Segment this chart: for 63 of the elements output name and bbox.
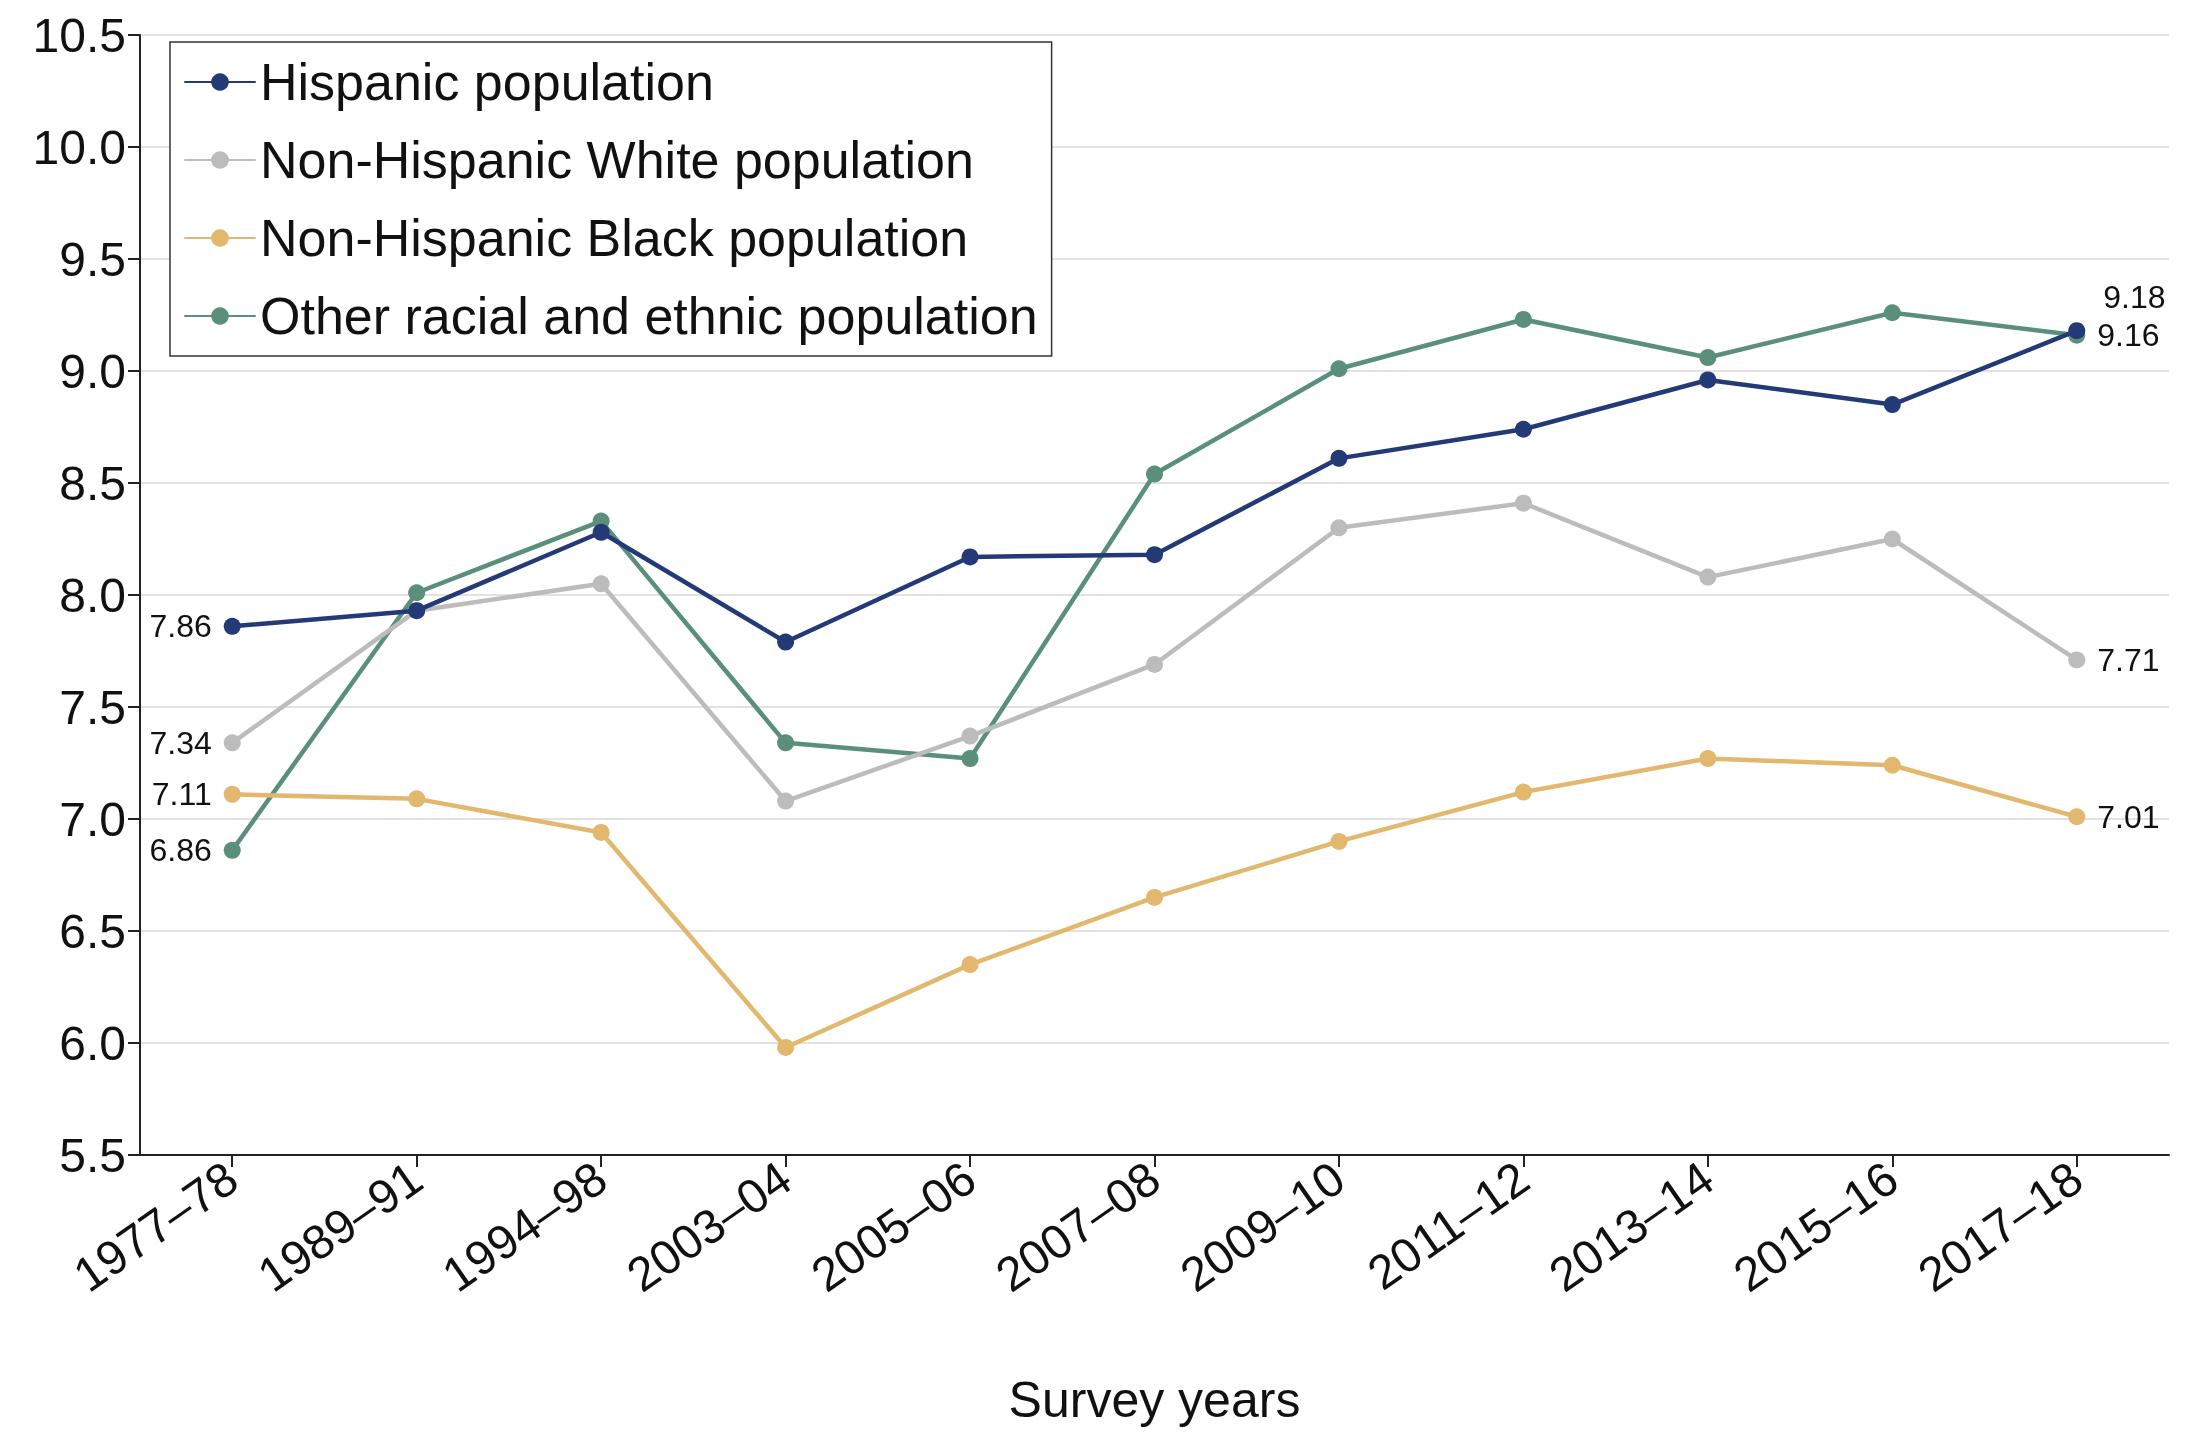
point (592, 823, 610, 841)
point (961, 548, 979, 566)
data-label: 9.16 (2097, 317, 2160, 354)
point (777, 792, 795, 810)
point (1146, 465, 1163, 483)
data-label: 9.18 (2103, 278, 2166, 315)
y-tick-label: 10.5 (32, 8, 126, 62)
point (1699, 750, 1717, 768)
point (1699, 371, 1717, 389)
point (1330, 449, 1348, 467)
y-tick-label: 7.5 (59, 680, 126, 734)
point (1699, 349, 1717, 367)
x-axis-title: Survey years (1008, 1372, 1301, 1428)
point (1514, 494, 1532, 512)
point (1883, 530, 1901, 548)
point (408, 790, 426, 808)
point (1883, 304, 1901, 322)
data-label: 7.11 (151, 776, 212, 813)
point (961, 727, 979, 745)
point (1699, 568, 1717, 586)
point (1883, 396, 1901, 414)
point (961, 750, 979, 768)
point (1514, 420, 1532, 438)
legend-label: Non-Hispanic Black population (260, 209, 969, 267)
data-label: 6.86 (149, 832, 212, 869)
point (1330, 832, 1348, 850)
point (1883, 756, 1901, 774)
point (2068, 651, 2086, 669)
y-tick-label: 8.5 (59, 456, 126, 510)
point (223, 785, 241, 803)
legend-label: Non-Hispanic White population (260, 131, 974, 189)
point (2068, 322, 2086, 340)
point (961, 956, 979, 974)
y-tick-label: 9.0 (59, 344, 126, 398)
point (1146, 655, 1163, 673)
point (777, 633, 795, 651)
point (223, 734, 241, 752)
legend-label: Hispanic population (260, 53, 714, 111)
y-tick-label: 6.0 (59, 1016, 126, 1070)
data-label: 7.86 (149, 608, 212, 645)
point (1146, 888, 1163, 906)
point (223, 841, 241, 859)
point (1330, 360, 1348, 378)
data-label: 7.71 (2097, 641, 2160, 678)
y-tick-label: 10.0 (32, 120, 126, 174)
data-label: 7.01 (2097, 798, 2160, 835)
point (777, 1038, 795, 1056)
y-tick-label: 9.5 (59, 232, 126, 286)
point (408, 584, 426, 602)
point (1514, 783, 1532, 801)
y-tick-label: 7.0 (59, 792, 126, 846)
point (223, 617, 241, 635)
y-tick-label: 8.0 (59, 568, 126, 622)
point (592, 575, 610, 593)
point (777, 734, 795, 752)
data-label: 7.34 (149, 724, 212, 761)
legend-label: Other racial and ethnic population (260, 287, 1038, 345)
y-tick-label: 6.5 (59, 904, 126, 958)
point (1146, 546, 1163, 564)
point (1330, 519, 1348, 537)
point (592, 523, 610, 541)
point (2068, 808, 2086, 826)
point (1514, 310, 1532, 328)
